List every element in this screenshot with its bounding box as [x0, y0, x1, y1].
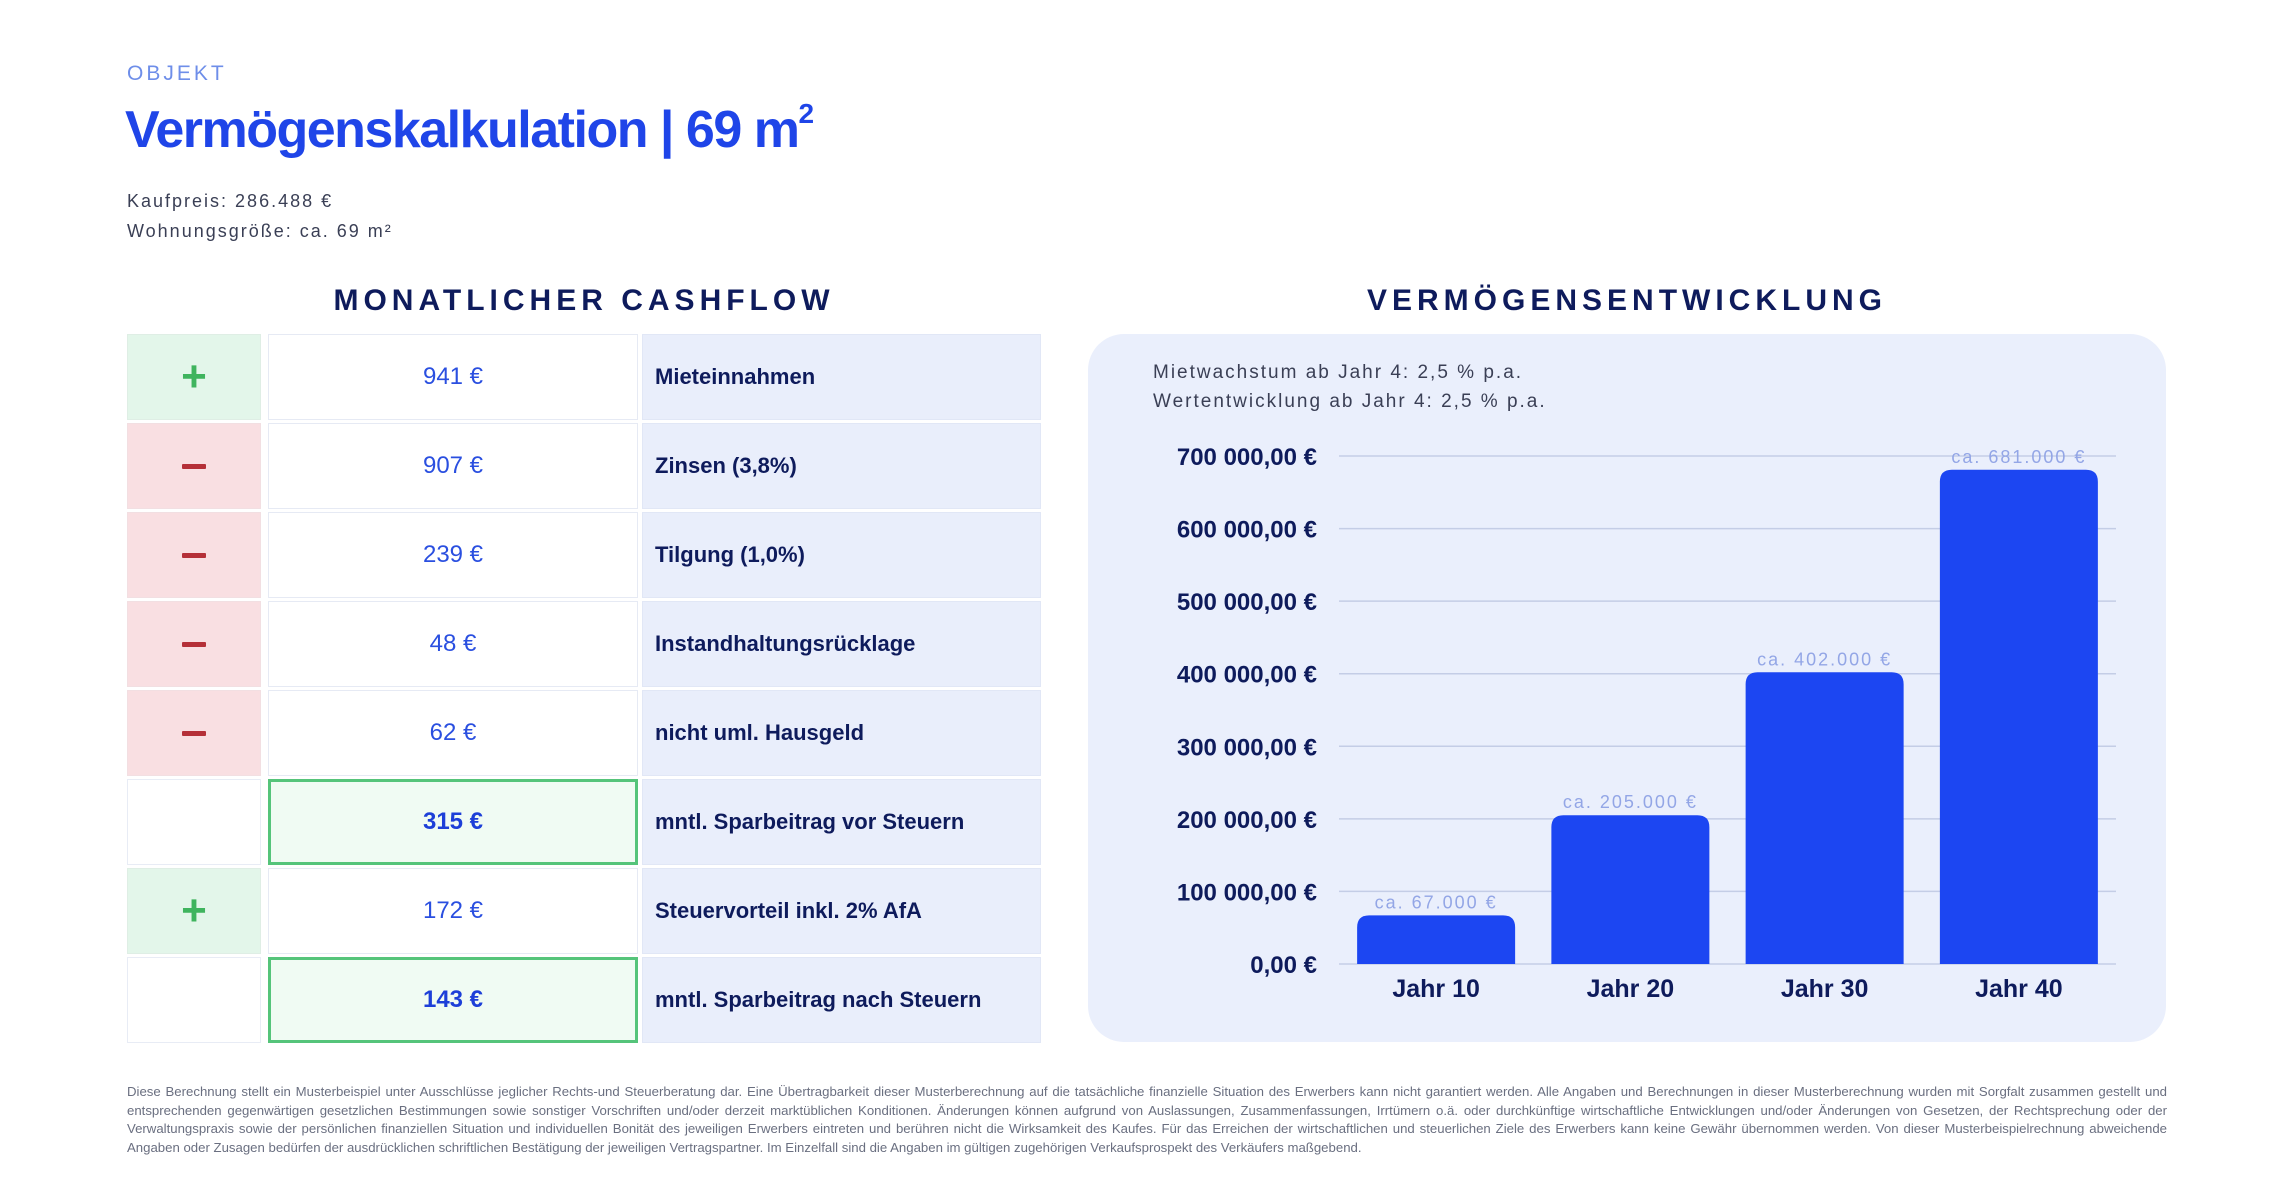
- vermoegen-title: VERMÖGENSENTWICKLUNG: [1367, 284, 1887, 317]
- plus-icon: +: [181, 352, 207, 401]
- cashflow-label: nicht uml. Hausgeld: [642, 690, 1041, 776]
- chart-bar: [1357, 915, 1516, 964]
- chart-bar: [1551, 815, 1710, 964]
- chart-bar: [1939, 469, 2098, 964]
- plus-icon: +: [181, 886, 207, 935]
- chart-bar: [1745, 672, 1904, 964]
- chart-y-tick-label: 300 000,00 €: [1177, 734, 1317, 761]
- minus-icon: [182, 552, 206, 558]
- cashflow-row: 315 € mntl. Sparbeitrag vor Steuern: [127, 779, 1041, 865]
- cashflow-row: 143 € mntl. Sparbeitrag nach Steuern: [127, 957, 1041, 1043]
- chart-note-wertentwicklung: Wertentwicklung ab Jahr 4: 2,5 % p.a.: [1153, 391, 1547, 412]
- cashflow-label: Instandhaltungsrücklage: [642, 601, 1041, 687]
- cashflow-label: Steuervorteil inkl. 2% AfA: [642, 868, 1041, 954]
- page-title-text: Vermögenskalkulation | 69 m: [125, 101, 800, 159]
- chart-y-tick-label: 200 000,00 €: [1177, 807, 1317, 834]
- cashflow-label: Mieteinnahmen: [642, 334, 1041, 420]
- cashflow-label: mntl. Sparbeitrag nach Steuern: [642, 957, 1041, 1043]
- cashflow-row: 907 € Zinsen (3,8%): [127, 423, 1041, 509]
- cashflow-amount: 941 €: [268, 334, 638, 420]
- cashflow-sign-cell: +: [127, 868, 261, 954]
- cashflow-label: Zinsen (3,8%): [642, 423, 1041, 509]
- chart-y-tick-label: 0,00 €: [1250, 952, 1317, 979]
- cashflow-row: +941 € Mieteinnahmen: [127, 334, 1041, 420]
- chart-x-tick-label: Jahr 30: [1781, 975, 1869, 1003]
- chart-y-tick-label: 400 000,00 €: [1177, 662, 1317, 689]
- cashflow-amount: 62 €: [268, 690, 638, 776]
- cashflow-amount: 48 €: [268, 601, 638, 687]
- page-title: Vermögenskalkulation | 69 m2: [125, 97, 814, 160]
- cashflow-sign-cell: [127, 957, 261, 1043]
- page-title-superscript: 2: [798, 97, 814, 129]
- vermoegen-bar-chart: 0,00 € 100 000,00 € 200 000,00 € 300 000,00…: [1177, 444, 2116, 1003]
- cashflow-table: +941 € Mieteinnahmen 907 € Zinsen (3,8%) 239…: [127, 334, 1041, 1046]
- cashflow-sign-cell: [127, 423, 261, 509]
- cashflow-row: 48 € Instandhaltungsrücklage: [127, 601, 1041, 687]
- cashflow-row: 239 € Tilgung (1,0%): [127, 512, 1041, 598]
- cashflow-amount: 907 €: [268, 423, 638, 509]
- cashflow-label: Tilgung (1,0%): [642, 512, 1041, 598]
- chart-data-label: ca. 205.000 €: [1563, 792, 1698, 812]
- minus-icon: [182, 463, 206, 469]
- cashflow-amount: 143 €: [268, 957, 638, 1043]
- cashflow-sign-cell: [127, 601, 261, 687]
- chart-y-tick-label: 100 000,00 €: [1177, 879, 1317, 906]
- cashflow-amount: 315 €: [268, 779, 638, 865]
- cashflow-row: +172 € Steuervorteil inkl. 2% AfA: [127, 868, 1041, 954]
- chart-data-label: ca. 681.000 €: [1951, 447, 2086, 467]
- cashflow-amount: 239 €: [268, 512, 638, 598]
- chart-x-tick-label: Jahr 40: [1975, 975, 2063, 1003]
- chart-x-tick-label: Jahr 20: [1587, 975, 1675, 1003]
- disclaimer-text: Diese Berechnung stellt ein Musterbeispi…: [127, 1084, 2167, 1155]
- minus-icon: [182, 641, 206, 647]
- cashflow-sign-cell: +: [127, 334, 261, 420]
- kaufpreis-text: Kaufpreis: 286.488 €: [127, 191, 334, 211]
- chart-data-label: ca. 67.000 €: [1375, 892, 1498, 912]
- chart-x-tick-label: Jahr 10: [1392, 975, 1480, 1003]
- chart-y-tick-label: 500 000,00 €: [1177, 589, 1317, 616]
- chart-note-mietwachstum: Mietwachstum ab Jahr 4: 2,5 % p.a.: [1153, 362, 1524, 383]
- chart-y-tick-label: 600 000,00 €: [1177, 517, 1317, 544]
- cashflow-sign-cell: [127, 690, 261, 776]
- minus-icon: [182, 730, 206, 736]
- cashflow-amount: 172 €: [268, 868, 638, 954]
- section-eyebrow: OBJEKT: [127, 62, 227, 85]
- vermoegen-chart-panel: Mietwachstum ab Jahr 4: 2,5 % p.a. Werte…: [1088, 334, 2166, 1042]
- chart-data-label: ca. 402.000 €: [1757, 649, 1892, 669]
- chart-y-tick-label: 700 000,00 €: [1177, 444, 1317, 471]
- wohnungsgroesse-text: Wohnungsgröße: ca. 69 m²: [127, 221, 393, 241]
- cashflow-row: 62 € nicht uml. Hausgeld: [127, 690, 1041, 776]
- cashflow-sign-cell: [127, 779, 261, 865]
- cashflow-label: mntl. Sparbeitrag vor Steuern: [642, 779, 1041, 865]
- cashflow-title: MONATLICHER CASHFLOW: [333, 284, 835, 317]
- cashflow-sign-cell: [127, 512, 261, 598]
